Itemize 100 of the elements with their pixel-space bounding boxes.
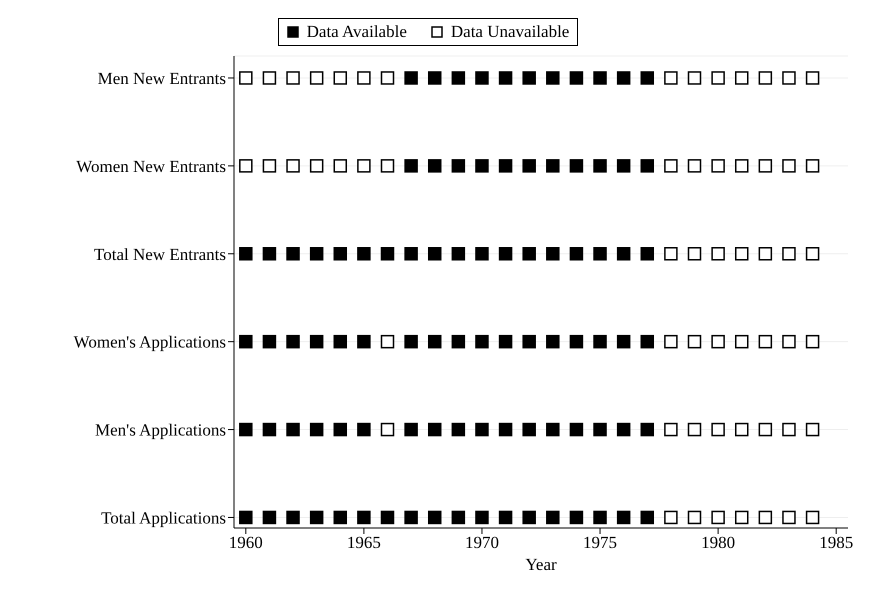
point: [593, 422, 607, 436]
point: [664, 71, 678, 85]
point: [616, 247, 630, 261]
point: [734, 334, 748, 348]
point: [593, 247, 607, 261]
point: [428, 510, 442, 524]
point: [522, 334, 536, 348]
point: [452, 510, 466, 524]
point: [239, 510, 253, 524]
point: [711, 334, 725, 348]
point: [428, 334, 442, 348]
point: [546, 422, 560, 436]
point: [522, 510, 536, 524]
point: [640, 71, 654, 85]
point: [546, 159, 560, 173]
point: [616, 334, 630, 348]
point: [640, 334, 654, 348]
point: [498, 422, 512, 436]
point: [782, 71, 796, 85]
point: [286, 247, 300, 261]
point: [734, 510, 748, 524]
point: [593, 71, 607, 85]
point: [570, 422, 584, 436]
point: [380, 247, 394, 261]
point: [782, 334, 796, 348]
point: [806, 247, 820, 261]
x-tick-label: 1960: [228, 533, 263, 552]
point: [734, 247, 748, 261]
point: [758, 247, 772, 261]
point: [688, 422, 702, 436]
point: [782, 510, 796, 524]
y-tick-label: Men's Applications: [94, 420, 226, 440]
point: [570, 71, 584, 85]
point: [310, 159, 324, 173]
point: [711, 159, 725, 173]
point: [806, 334, 820, 348]
point: [357, 510, 371, 524]
point: [498, 71, 512, 85]
point: [498, 334, 512, 348]
point: [310, 71, 324, 85]
point: [262, 71, 276, 85]
point: [711, 71, 725, 85]
y-tick-label: Men New Entrants: [98, 69, 226, 88]
point: [806, 422, 820, 436]
point: [334, 159, 348, 173]
point: [664, 159, 678, 173]
point: [616, 159, 630, 173]
point: [522, 159, 536, 173]
point: [522, 422, 536, 436]
x-tick-label: 1980: [701, 533, 736, 552]
point: [546, 334, 560, 348]
point: [475, 422, 489, 436]
point: [404, 159, 418, 173]
point: [428, 247, 442, 261]
point: [688, 247, 702, 261]
point: [239, 71, 253, 85]
point: [286, 510, 300, 524]
point: [286, 422, 300, 436]
y-tick-label: Total Applications: [101, 508, 226, 528]
y-tick-label: Women New Entrants: [76, 156, 226, 176]
point: [475, 71, 489, 85]
point: [711, 422, 725, 436]
point: [640, 247, 654, 261]
point: [734, 71, 748, 85]
point: [593, 510, 607, 524]
point: [570, 159, 584, 173]
point: [616, 510, 630, 524]
point: [546, 510, 560, 524]
point: [546, 71, 560, 85]
point: [498, 159, 512, 173]
point: [262, 159, 276, 173]
point: [452, 247, 466, 261]
point: [688, 334, 702, 348]
point: [310, 247, 324, 261]
point: [664, 422, 678, 436]
y-tick-label: Total New Entrants: [94, 244, 226, 264]
point: [570, 510, 584, 524]
point: [758, 159, 772, 173]
point: [357, 159, 371, 173]
legend-label: Data Unavailable: [450, 22, 570, 42]
point: [664, 247, 678, 261]
point: [758, 71, 772, 85]
point: [570, 247, 584, 261]
point: [522, 71, 536, 85]
point: [664, 334, 678, 348]
point: [806, 71, 820, 85]
point: [334, 334, 348, 348]
point: [357, 422, 371, 436]
point: [758, 334, 772, 348]
point: [239, 159, 253, 173]
point: [640, 422, 654, 436]
point: [357, 71, 371, 85]
point: [334, 247, 348, 261]
x-tick-label: 1975: [583, 533, 618, 552]
point: [806, 159, 820, 173]
point: [806, 510, 820, 524]
point: [428, 422, 442, 436]
point: [310, 510, 324, 524]
point: [452, 422, 466, 436]
point: [688, 71, 702, 85]
